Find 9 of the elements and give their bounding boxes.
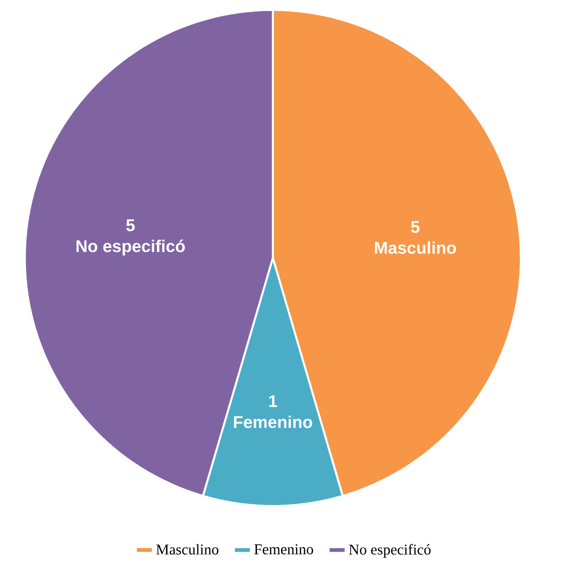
legend-label: Femenino [254, 544, 314, 554]
slice-label: No especificó [76, 240, 185, 256]
slice-label: Masculino [374, 241, 456, 254]
data-label: 1 [269, 395, 278, 407]
legend-label: No especificó [349, 544, 431, 558]
legend-label: Masculino [156, 544, 218, 555]
data-label: 5 [411, 221, 420, 233]
data-label: 5 [126, 219, 135, 232]
slice-label: Femenino [234, 416, 312, 428]
